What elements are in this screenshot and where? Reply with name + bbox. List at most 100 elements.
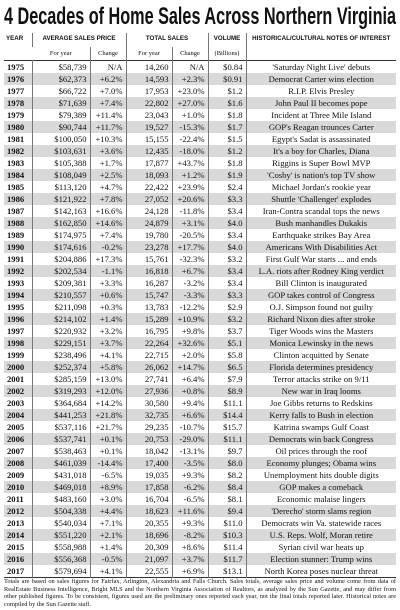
total-sales-cell: 22,422 [125, 181, 172, 193]
table-row: 2001 $285,159 +13.0% 27,741 +6.4% $7.9 Terror … [4, 373, 397, 385]
year-cell: 1975 [7, 62, 25, 72]
col-header: HISTORICAL/CULTURAL NOTES OF INTEREST [245, 33, 397, 61]
avg-price-cell: $202,534 [31, 265, 90, 277]
volume-cell: $2.9 [207, 301, 247, 313]
total-sales-cell: 20,309 [125, 541, 172, 553]
volume-cell: $1.2 [207, 85, 247, 97]
note-cell: Michael Jordan's rookie year [245, 181, 397, 193]
sales-change-cell: -18.0% [171, 145, 209, 157]
price-change-cell: +0.3% [89, 301, 126, 313]
volume-cell: $3.7 [207, 325, 247, 337]
sales-change-cell: -13.1% [171, 445, 209, 457]
table-row: 2010 $469,018 +8.9% 17,858 -6.2% $8.4 GOP make… [4, 481, 397, 493]
sales-change-cell: -32.3% [171, 253, 209, 265]
sales-change-cell: -6.5% [171, 493, 209, 505]
sales-change-cell: -10.7% [171, 421, 209, 433]
total-sales-cell: 23,278 [125, 241, 172, 253]
volume-cell: $1.6 [207, 97, 247, 109]
avg-price-cell: $108,049 [31, 169, 90, 181]
price-change-cell: +4.1% [89, 565, 126, 578]
sales-change-cell: +17.7% [171, 241, 209, 253]
sales-change-cell: -11.8% [171, 205, 209, 217]
note-cell: 'Saturday Night Live' debuts [245, 60, 397, 73]
table-row: 1988 $162,850 +14.6% 24,879 +3.1% $4.0 Bush ma… [4, 217, 397, 229]
sales-change-cell: -20.5% [171, 229, 209, 241]
table-row: 2006 $537,741 +0.1% 20,753 -29.0% $11.1 Democr… [4, 433, 397, 445]
avg-price-cell: $71,639 [31, 97, 90, 109]
total-sales-cell: 21,097 [125, 553, 172, 565]
total-sales-cell: 22,264 [125, 337, 172, 349]
price-change-cell: -0.5% [89, 553, 126, 565]
year-cell: 1995 [7, 302, 25, 312]
year-cell: 2016 [7, 554, 25, 564]
volume-cell: $3.3 [207, 289, 247, 301]
price-change-cell: +11.7% [89, 121, 126, 133]
price-change-cell: +4.1% [89, 349, 126, 361]
sales-change-cell: +6.7% [171, 265, 209, 277]
total-sales-cell: 32,735 [125, 409, 172, 421]
avg-price-cell: $142,163 [31, 205, 90, 217]
price-change-cell: +7.0% [89, 85, 126, 97]
sales-change-cell: -3.2% [171, 277, 209, 289]
table-row: 1991 $204,886 +17.3% 15,761 -32.3% $3.2 First … [4, 253, 397, 265]
table-row: 1997 $220,932 +3.2% 16,795 +9.8% $3.7 Tiger Wo… [4, 325, 397, 337]
year-cell: 2007 [7, 446, 25, 456]
sales-change-cell: +32.6% [171, 337, 209, 349]
table-row: 2005 $537,116 +21.7% 29,235 -10.7% $15.7 Katri… [4, 421, 397, 433]
note-cell: North Korea poses nuclear threat [245, 565, 397, 578]
sales-change-cell: -8.2% [171, 529, 209, 541]
note-cell: U.S. Reps. Wolf, Moran retire [245, 529, 397, 541]
footnote: Totals are based on sales figures for Fa… [4, 578, 396, 608]
price-change-cell: +12.0% [89, 385, 126, 397]
title-area: 4 Decades of Home Sales Across Northern … [4, 3, 396, 30]
sales-change-cell: +43.7% [171, 157, 209, 169]
year-cell: 1978 [7, 98, 25, 108]
note-cell: Tiger Woods wins the Masters [245, 325, 397, 337]
avg-price-cell: $483,160 [31, 493, 90, 505]
sales-change-cell: +27.0% [171, 97, 209, 109]
table-row: 2009 $431,018 -6.5% 19,035 +9.3% $8.2 Unemploy… [4, 469, 397, 481]
note-cell: Monica Lewinsky in the news [245, 337, 397, 349]
volume-cell: $1.2 [207, 145, 247, 157]
table-row: 1981 $100,050 +10.3% 15,155 -22.4% $1.5 Egypt'… [4, 133, 397, 145]
volume-cell: $3.4 [207, 265, 247, 277]
note-cell: Syrian civil war heats up [245, 541, 397, 553]
volume-cell: $5.8 [207, 349, 247, 361]
total-sales-cell: 22,555 [125, 565, 172, 578]
table-row: 1999 $238,496 +4.1% 22,715 +2.0% $5.8 Clinton … [4, 349, 397, 361]
volume-cell: $1.7 [207, 121, 247, 133]
volume-cell: $11.7 [207, 553, 247, 565]
total-sales-cell: 29,235 [125, 421, 172, 433]
avg-price-cell: $238,496 [31, 349, 90, 361]
price-change-cell: +7.4% [89, 229, 126, 241]
year-cell: 1996 [7, 314, 25, 324]
volume-cell: $3.2 [207, 313, 247, 325]
total-sales-cell: 18,042 [125, 445, 172, 457]
price-change-cell: +21.7% [89, 421, 126, 433]
total-sales-cell: 27,052 [125, 193, 172, 205]
price-change-cell: +13.0% [89, 373, 126, 385]
sales-change-cell: +1.2% [171, 169, 209, 181]
volume-cell: $14.4 [207, 409, 247, 421]
table-row: 1976 $62,373 +6.2% 14,593 +2.3% $0.91 Democrat… [4, 73, 397, 85]
volume-cell: $3.4 [207, 277, 247, 289]
price-change-cell: +4.4% [89, 505, 126, 517]
total-sales-cell: 24,879 [125, 217, 172, 229]
volume-cell: $15.7 [207, 421, 247, 433]
year-cell: 1983 [7, 158, 25, 168]
total-sales-cell: 14,260 [125, 60, 172, 73]
volume-cell: $8.9 [207, 385, 247, 397]
volume-cell: $0.84 [207, 60, 247, 73]
total-sales-cell: 15,761 [125, 253, 172, 265]
avg-price-cell: $90,744 [31, 121, 90, 133]
sales-change-cell: -12.2% [171, 301, 209, 313]
total-sales-cell: 20,355 [125, 517, 172, 529]
year-cell: 1993 [7, 278, 25, 288]
year-cell: 2008 [7, 458, 25, 468]
year-cell: 2005 [7, 422, 25, 432]
avg-price-cell: $211,098 [31, 301, 90, 313]
total-sales-cell: 27,936 [125, 385, 172, 397]
total-sales-cell: 18,623 [125, 505, 172, 517]
table-row: 2000 $252,374 +5.8% 26,062 +14.7% $6.5 Florida… [4, 361, 397, 373]
